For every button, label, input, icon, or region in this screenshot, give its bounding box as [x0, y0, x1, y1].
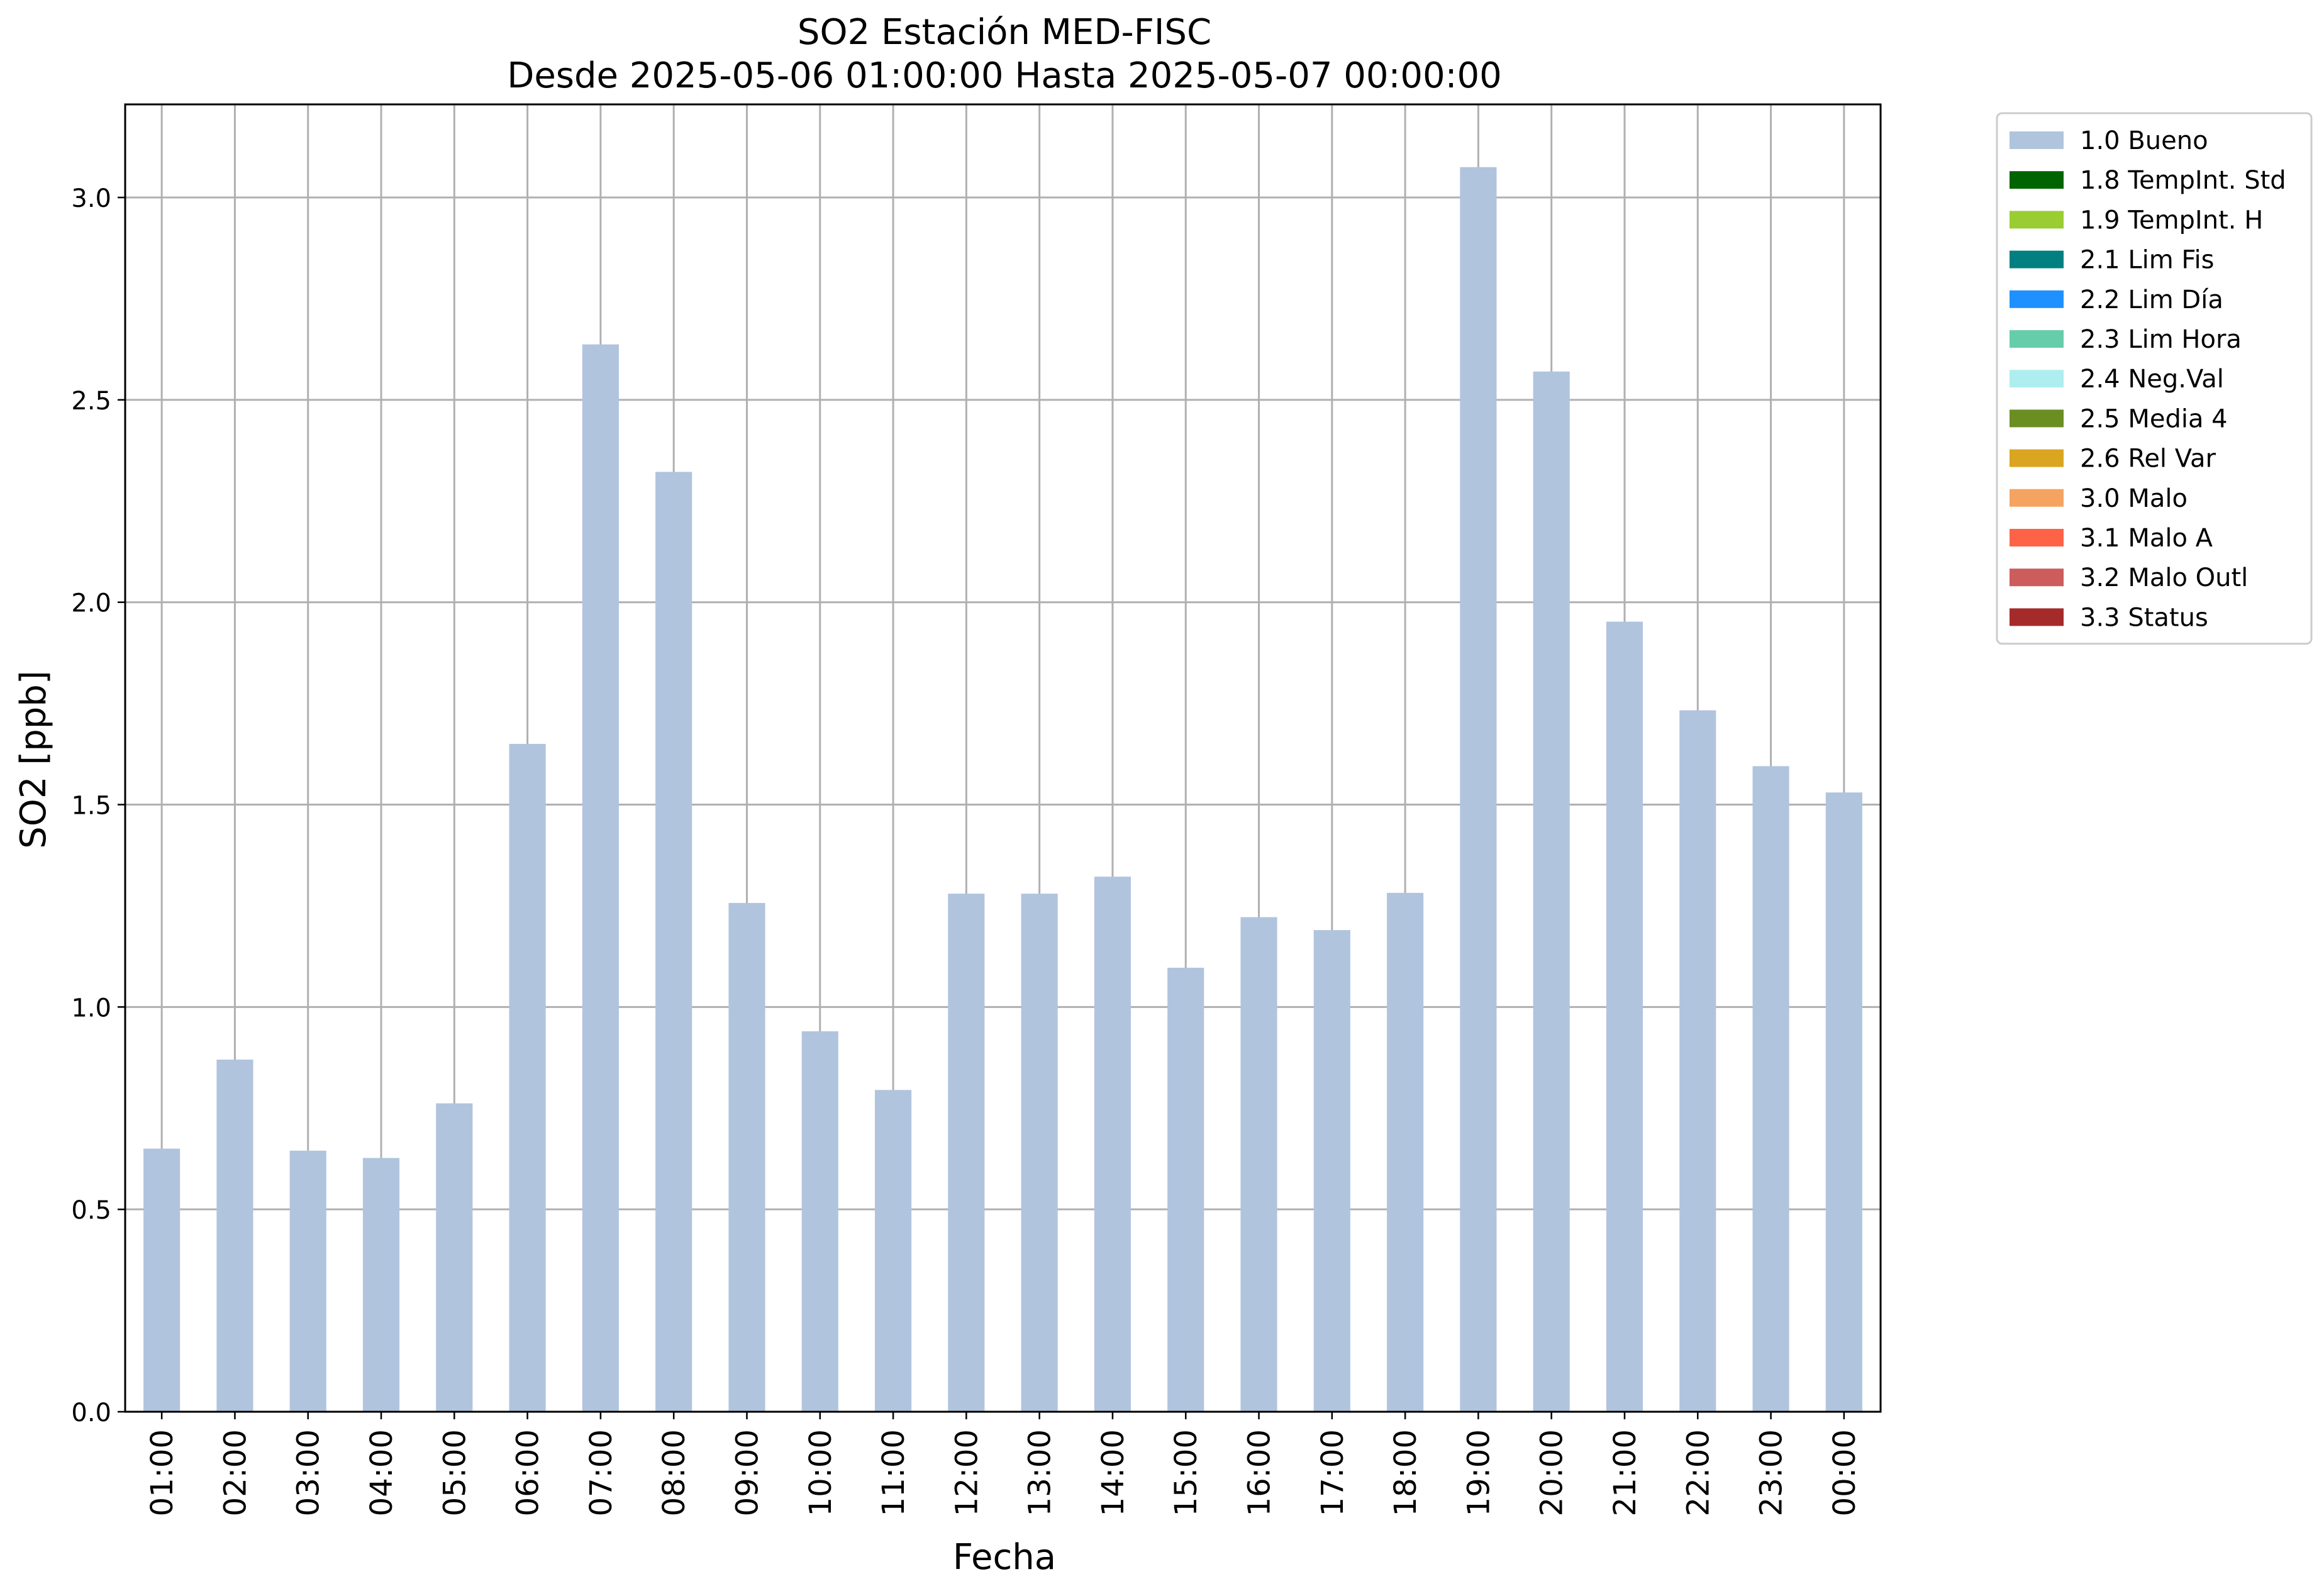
bar-18-00: [1387, 892, 1424, 1412]
bar-00-00: [1825, 792, 1862, 1412]
x-tick-label: 00:00: [1827, 1429, 1862, 1516]
x-tick-label: 11:00: [876, 1429, 911, 1516]
legend-box: [1996, 112, 2313, 645]
bars: [143, 167, 1862, 1412]
x-tick-label: 03:00: [291, 1429, 326, 1516]
bar-03-00: [289, 1150, 326, 1412]
legend-swatch: [2010, 529, 2064, 546]
legend-label: 3.1 Malo A: [2080, 524, 2213, 553]
bar-12-00: [948, 894, 985, 1412]
legend-label: 3.3 Status: [2080, 603, 2208, 632]
legend-swatch: [2010, 250, 2064, 269]
chart-subtitle: Desde 2025-05-06 01:00:00 Hasta 2025-05-…: [507, 55, 1502, 96]
legend-label: 3.0 Malo: [2080, 484, 2188, 513]
bar-11-00: [874, 1090, 912, 1412]
legend-swatch: [2010, 409, 2064, 428]
x-tick-label: 21:00: [1608, 1429, 1643, 1516]
bar-22-00: [1679, 710, 1716, 1412]
bar-17-00: [1313, 930, 1350, 1412]
plot-frame: [124, 103, 1882, 1413]
x-tick-label: 18:00: [1388, 1429, 1423, 1516]
y-tick-label: 2.0: [71, 589, 111, 618]
y-tick-label: 2.5: [71, 387, 111, 416]
x-tick-label: 07:00: [584, 1429, 619, 1516]
bar-07-00: [582, 344, 619, 1412]
legend-swatch: [2010, 489, 2064, 507]
legend-swatch: [2010, 290, 2064, 308]
chart-title: SO2 Estación MED-FISC: [798, 12, 1211, 53]
bar-02-00: [216, 1060, 253, 1412]
bar-04-00: [362, 1158, 400, 1412]
legend-swatch: [2010, 211, 2064, 229]
legend-swatch: [2010, 608, 2064, 626]
x-tick-label: 17:00: [1315, 1429, 1350, 1516]
x-tick-label: 14:00: [1096, 1429, 1131, 1516]
legend-label: 3.2 Malo Outl: [2080, 563, 2248, 592]
y-tick-label: 3.0: [71, 184, 111, 213]
legend-swatch: [2010, 131, 2064, 149]
bar-06-00: [509, 743, 546, 1412]
legend-label: 1.8 TempInt. Std: [2080, 166, 2286, 195]
bar-16-00: [1240, 917, 1277, 1412]
x-tick-label: 08:00: [657, 1429, 692, 1516]
legend-swatch: [2010, 370, 2064, 388]
x-axis-label: Fecha: [953, 1537, 1056, 1578]
legend-label: 1.0 Bueno: [2080, 126, 2208, 155]
x-tick-label: 12:00: [949, 1429, 984, 1516]
legend: 1.0 Bueno 1.8 TempInt. Std 1.9 TempInt. H 2…: [1996, 112, 2313, 645]
x-tick-label: 13:00: [1023, 1429, 1058, 1516]
bar-14-00: [1094, 877, 1131, 1412]
legend-label: 2.4 Neg.Val: [2080, 365, 2224, 394]
x-tick-label: 15:00: [1169, 1429, 1204, 1516]
bar-01-00: [143, 1148, 181, 1412]
y-tick-label: 0.0: [71, 1399, 111, 1427]
x-tick-label: 10:00: [803, 1429, 838, 1516]
legend-swatch: [2010, 330, 2064, 348]
x-tick-label: 23:00: [1754, 1429, 1789, 1516]
legend-label: 2.5 Media 4: [2080, 404, 2228, 433]
x-tick-label: 02:00: [218, 1429, 253, 1516]
legend-label: 1.9 TempInt. H: [2080, 206, 2263, 235]
x-tick-label: 04:00: [364, 1429, 399, 1516]
x-tick-label: 19:00: [1461, 1429, 1496, 1516]
bar-20-00: [1533, 371, 1570, 1412]
x-tick-label: 22:00: [1681, 1429, 1716, 1516]
x-tick-label: 05:00: [437, 1429, 472, 1516]
bar-08-00: [655, 472, 692, 1412]
axes: 0.0 0.5 1.0 1.5 2.0 2.5 3.0 01:00 02:00 03:00 04:0…: [71, 103, 1882, 1516]
legend-label: 2.6 Rel Var: [2080, 445, 2216, 474]
legend-label: 2.1 Lim Fis: [2080, 246, 2214, 275]
legend-swatch: [2010, 171, 2064, 189]
bar-23-00: [1752, 766, 1789, 1412]
bar-09-00: [728, 902, 765, 1412]
bar-13-00: [1021, 894, 1058, 1412]
legend-swatch: [2010, 449, 2064, 467]
x-tick-label: 16:00: [1242, 1429, 1277, 1516]
y-tick-label: 1.0: [71, 994, 111, 1022]
bar-19-00: [1460, 167, 1497, 1412]
x-tick-label: 20:00: [1535, 1429, 1570, 1516]
y-tick-label: 1.5: [71, 792, 111, 821]
legend-label: 2.3 Lim Hora: [2080, 325, 2242, 354]
x-tick-label: 01:00: [145, 1429, 180, 1516]
y-tick-label: 0.5: [71, 1196, 111, 1225]
x-tick-label: 09:00: [730, 1429, 765, 1516]
y-axis-label: SO2 [ppb]: [13, 670, 54, 848]
bar-10-00: [801, 1031, 838, 1412]
bar-05-00: [436, 1103, 473, 1412]
legend-swatch: [2010, 568, 2064, 587]
bar-15-00: [1167, 967, 1204, 1412]
legend-label: 2.2 Lim Día: [2080, 285, 2223, 314]
x-tick-label: 06:00: [511, 1429, 546, 1516]
bar-21-00: [1606, 621, 1643, 1412]
